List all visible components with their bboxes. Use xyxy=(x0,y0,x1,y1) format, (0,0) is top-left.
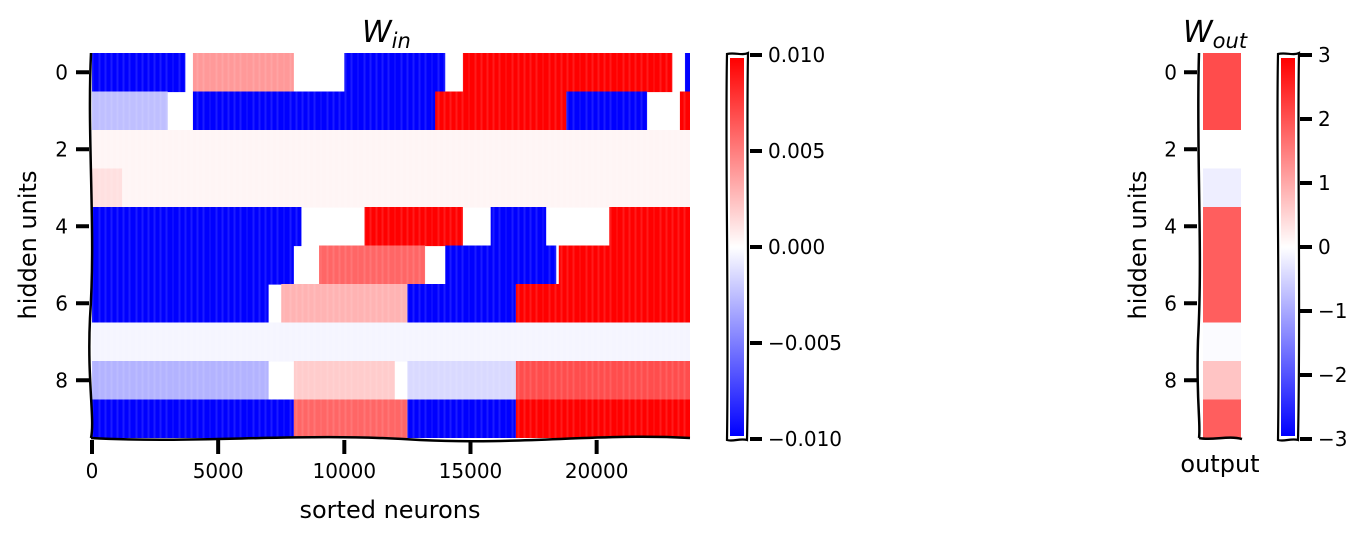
wout-y-tick-label: 2 xyxy=(1164,137,1177,161)
wout-colorbar-tick-label: −2 xyxy=(1318,363,1347,387)
win-y-axis-spine xyxy=(88,52,94,439)
win-colorbar-tick-label: −0.010 xyxy=(768,427,842,451)
wout-y-tick-label: 8 xyxy=(1164,368,1177,392)
win-cell-unit-4-seg-0 xyxy=(92,207,302,247)
win-title: Win xyxy=(362,15,411,53)
win-x-tick-label: 10000 xyxy=(313,459,377,483)
win-cell-unit-8-seg-0 xyxy=(92,361,269,401)
win-y-axis-label: hidden units xyxy=(14,171,42,320)
win-x-tick-label: 5000 xyxy=(193,459,244,483)
win-cell-unit-9-seg-3 xyxy=(515,399,690,438)
win-cell-unit-6-seg-0 xyxy=(92,284,269,324)
win-cell-unit-9-seg-0 xyxy=(92,399,294,438)
wout-colorbar: 3 2 1 0 −1 −2 −3 xyxy=(1276,43,1347,451)
wout-y-tick-label: 0 xyxy=(1164,60,1177,84)
wout-cell-unit-1 xyxy=(1203,91,1241,131)
win-heatmap-texture xyxy=(92,53,686,438)
win-colorbar-tick-label: 0.000 xyxy=(768,235,825,259)
win-cell-unit-1-seg-2 xyxy=(435,91,567,131)
wout-colorbar-tick-label: −1 xyxy=(1318,299,1347,323)
wout-panel: Wout 0 2 4 6 8 output hidden units xyxy=(1124,15,1260,478)
wout-colorbar-tick-label: 0 xyxy=(1318,235,1331,259)
win-y-ticks: 0 2 4 6 8 xyxy=(55,60,89,392)
wout-colorbar-tick-label: 2 xyxy=(1318,107,1331,131)
win-cell-unit-3-seg-1 xyxy=(122,168,690,208)
win-y-tick-label: 8 xyxy=(55,368,68,392)
wout-cell-unit-0 xyxy=(1203,53,1241,92)
win-cell-unit-7-seg-0 xyxy=(92,322,690,362)
win-cell-unit-9-seg-1 xyxy=(293,399,408,438)
win-panel: Win 0 2 4 6 8 0 5000 10000 15000 20000 sorted ne… xyxy=(14,15,691,524)
wout-cell-unit-9 xyxy=(1203,399,1241,439)
win-y-tick-label: 4 xyxy=(55,214,68,238)
wout-cell-unit-3 xyxy=(1203,168,1241,208)
wout-cell-unit-4 xyxy=(1203,207,1241,246)
win-colorbar-ticks: 0.010 0.005 0.000 −0.005 −0.010 xyxy=(750,43,842,451)
win-y-tick-label: 6 xyxy=(55,291,68,315)
win-cell-unit-1-seg-0 xyxy=(92,91,168,131)
win-cell-unit-6-seg-3 xyxy=(515,284,690,324)
wout-cell-unit-7 xyxy=(1203,322,1241,362)
wout-colorbar-tick-label: 3 xyxy=(1318,43,1331,67)
win-cell-unit-3-seg-0 xyxy=(92,168,123,208)
wout-y-ticks: 0 2 4 6 8 xyxy=(1164,60,1197,392)
wout-colorbar-tick-label: −3 xyxy=(1318,427,1347,451)
wout-x-axis-spine xyxy=(1198,436,1243,441)
win-x-axis-spine xyxy=(90,435,691,443)
wout-y-axis-label: hidden units xyxy=(1124,171,1152,320)
win-colorbar-gradient xyxy=(730,58,744,436)
win-y-tick-label: 0 xyxy=(55,60,68,84)
wout-cell-unit-2 xyxy=(1203,130,1241,169)
win-cell-unit-8-seg-3 xyxy=(515,361,690,401)
wout-colorbar-gradient xyxy=(1281,58,1295,436)
win-cell-unit-5-seg-0 xyxy=(92,245,294,285)
win-cell-unit-5-seg-1 xyxy=(319,245,426,285)
wout-title: Wout xyxy=(1183,15,1248,53)
win-x-tick-label: 15000 xyxy=(439,459,503,483)
win-colorbar-tick-label: −0.005 xyxy=(768,331,842,355)
win-cell-unit-5-seg-2 xyxy=(445,245,557,285)
win-cell-unit-1-seg-1 xyxy=(192,91,446,131)
win-colorbar-tick-label: 0.010 xyxy=(768,43,825,67)
win-colorbar: 0.010 0.005 0.000 −0.005 −0.010 xyxy=(725,43,842,451)
win-cell-unit-0-seg-2 xyxy=(344,53,446,93)
win-x-tick-label: 20000 xyxy=(565,459,629,483)
win-cell-unit-1-seg-4 xyxy=(679,91,690,131)
wout-y-axis-spine xyxy=(1196,52,1202,439)
wout-colorbar-tick-label: 1 xyxy=(1318,171,1331,195)
win-cell-unit-1-seg-3 xyxy=(566,91,648,131)
win-cell-unit-5-seg-3 xyxy=(558,245,690,285)
win-cell-unit-4-seg-1 xyxy=(364,207,463,247)
wout-colorbar-ticks: 3 2 1 0 −1 −2 −3 xyxy=(1300,43,1347,451)
win-cell-unit-0-seg-3 xyxy=(462,53,673,93)
wout-colorbar-frame xyxy=(1276,51,1301,442)
win-cell-unit-8-seg-1 xyxy=(293,361,395,401)
wout-cell-unit-5 xyxy=(1203,245,1241,285)
win-cell-unit-0-seg-0 xyxy=(92,53,186,93)
win-cell-unit-6-seg-1 xyxy=(281,284,408,324)
win-colorbar-tick-label: 0.005 xyxy=(768,139,825,163)
win-cell-unit-0-seg-4 xyxy=(684,53,690,93)
win-cell-unit-4-seg-2 xyxy=(490,207,547,247)
wout-cell-unit-8 xyxy=(1203,361,1241,400)
win-cell-unit-6-seg-2 xyxy=(407,284,516,324)
wout-x-axis-label: output xyxy=(1180,450,1259,478)
win-x-ticks: 0 5000 10000 15000 20000 xyxy=(86,440,629,483)
win-cell-unit-2-seg-0 xyxy=(92,130,690,170)
win-x-axis-label: sorted neurons xyxy=(299,496,480,524)
win-cell-unit-4-seg-3 xyxy=(609,207,690,247)
wout-cell-unit-6 xyxy=(1203,284,1241,323)
wout-y-tick-label: 4 xyxy=(1164,214,1177,238)
win-cell-unit-9-seg-2 xyxy=(407,399,516,438)
win-x-tick-label: 0 xyxy=(86,459,99,483)
win-cell-unit-8-seg-2 xyxy=(407,361,516,401)
win-colorbar-frame xyxy=(725,51,750,442)
win-heatmap xyxy=(92,53,690,438)
win-y-tick-label: 2 xyxy=(55,137,68,161)
wout-y-tick-label: 6 xyxy=(1164,291,1177,315)
win-cell-unit-0-seg-1 xyxy=(192,53,294,93)
wout-heatmap xyxy=(1203,53,1241,439)
